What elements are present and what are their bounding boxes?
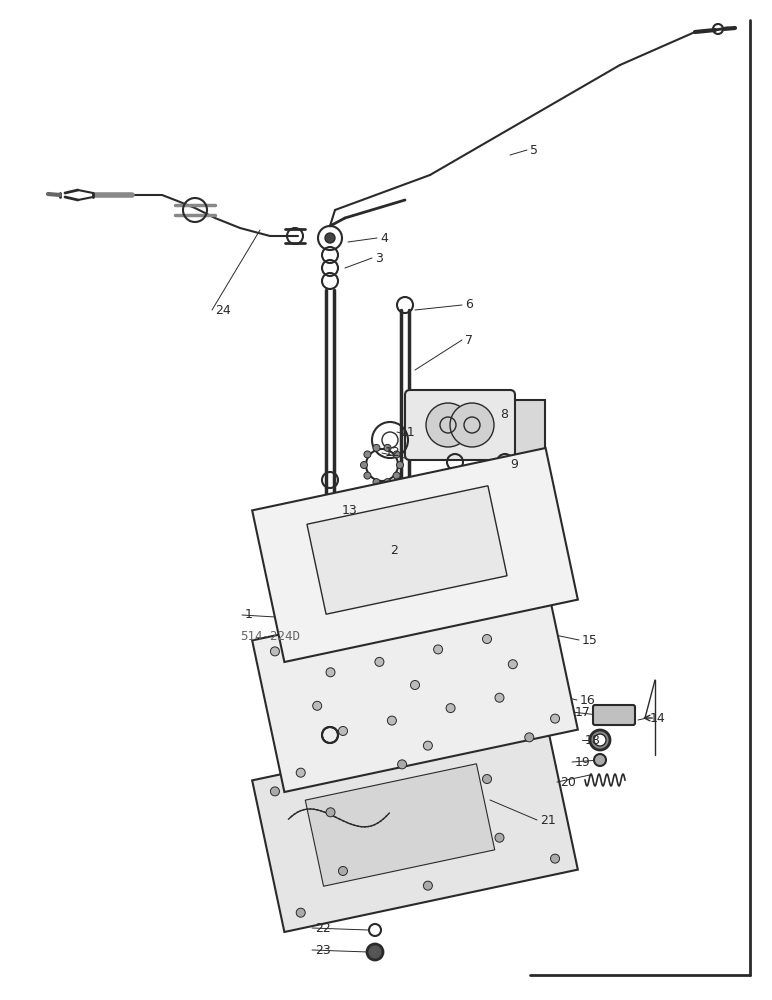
Circle shape xyxy=(375,657,384,666)
Circle shape xyxy=(384,444,391,451)
Circle shape xyxy=(594,734,606,746)
Text: 21: 21 xyxy=(540,814,556,826)
Circle shape xyxy=(367,944,383,960)
Circle shape xyxy=(550,854,560,863)
Circle shape xyxy=(466,475,476,485)
Circle shape xyxy=(416,575,424,583)
Text: 19: 19 xyxy=(575,756,591,768)
Polygon shape xyxy=(252,578,577,792)
Circle shape xyxy=(326,668,335,677)
Text: 1: 1 xyxy=(245,608,253,621)
Circle shape xyxy=(367,586,375,594)
Text: 3: 3 xyxy=(375,251,383,264)
Circle shape xyxy=(373,444,380,451)
Circle shape xyxy=(525,593,533,602)
Circle shape xyxy=(325,233,335,243)
Circle shape xyxy=(364,451,371,458)
Circle shape xyxy=(442,606,452,616)
Circle shape xyxy=(357,537,365,545)
Text: 5: 5 xyxy=(530,143,538,156)
Circle shape xyxy=(338,866,347,875)
Text: 16: 16 xyxy=(580,694,596,706)
Circle shape xyxy=(388,716,396,725)
Text: 13: 13 xyxy=(342,504,357,516)
Circle shape xyxy=(393,472,400,479)
Text: 6: 6 xyxy=(465,298,473,312)
Circle shape xyxy=(364,472,371,479)
Circle shape xyxy=(495,693,504,702)
Circle shape xyxy=(590,730,610,750)
Circle shape xyxy=(296,768,305,777)
Text: 4: 4 xyxy=(380,232,388,244)
Circle shape xyxy=(411,680,419,690)
Circle shape xyxy=(398,760,407,769)
Text: 17: 17 xyxy=(575,706,591,718)
Text: 9: 9 xyxy=(510,458,518,472)
Text: 18: 18 xyxy=(585,734,601,746)
Circle shape xyxy=(393,451,400,458)
Text: 22: 22 xyxy=(315,922,330,934)
Text: 12: 12 xyxy=(385,446,401,460)
Text: 14: 14 xyxy=(650,712,665,724)
Circle shape xyxy=(482,775,492,784)
Circle shape xyxy=(326,808,335,817)
Polygon shape xyxy=(252,448,577,662)
Bar xyxy=(490,400,545,455)
Circle shape xyxy=(540,586,550,596)
Circle shape xyxy=(384,479,391,486)
Circle shape xyxy=(296,638,306,648)
Circle shape xyxy=(270,787,279,796)
Circle shape xyxy=(283,577,293,587)
Text: 20: 20 xyxy=(560,776,576,788)
Text: 8: 8 xyxy=(500,408,508,422)
Circle shape xyxy=(397,462,404,468)
Circle shape xyxy=(361,462,367,468)
Circle shape xyxy=(270,647,279,656)
Circle shape xyxy=(338,726,347,735)
Circle shape xyxy=(537,523,547,533)
Circle shape xyxy=(446,704,455,713)
Circle shape xyxy=(417,485,427,495)
Circle shape xyxy=(423,741,432,750)
FancyBboxPatch shape xyxy=(405,390,515,460)
Circle shape xyxy=(406,527,414,535)
Circle shape xyxy=(495,833,504,842)
Text: 514-224D: 514-224D xyxy=(240,630,300,643)
Circle shape xyxy=(482,635,492,644)
Polygon shape xyxy=(252,718,577,932)
Circle shape xyxy=(270,516,280,526)
Circle shape xyxy=(319,506,329,516)
Text: 15: 15 xyxy=(582,634,598,647)
Circle shape xyxy=(514,464,524,474)
Text: 7: 7 xyxy=(465,334,473,347)
Text: 24: 24 xyxy=(215,304,231,316)
Circle shape xyxy=(450,403,494,447)
Text: 11: 11 xyxy=(400,426,416,438)
Polygon shape xyxy=(305,764,495,886)
Circle shape xyxy=(373,479,380,486)
Circle shape xyxy=(394,617,404,627)
Circle shape xyxy=(508,660,517,669)
Circle shape xyxy=(423,881,432,890)
Circle shape xyxy=(296,908,305,917)
Text: 2: 2 xyxy=(390,544,398,556)
Circle shape xyxy=(426,403,470,447)
Circle shape xyxy=(367,496,378,506)
FancyBboxPatch shape xyxy=(593,705,635,725)
Circle shape xyxy=(525,733,533,742)
Circle shape xyxy=(491,596,501,606)
Circle shape xyxy=(344,627,354,637)
Circle shape xyxy=(434,645,442,654)
Circle shape xyxy=(411,551,419,559)
Circle shape xyxy=(313,701,322,710)
Text: 23: 23 xyxy=(315,944,330,956)
Circle shape xyxy=(550,714,560,723)
Circle shape xyxy=(465,565,473,573)
Circle shape xyxy=(594,754,606,766)
Polygon shape xyxy=(307,486,507,614)
Circle shape xyxy=(455,516,462,524)
Circle shape xyxy=(398,620,407,629)
